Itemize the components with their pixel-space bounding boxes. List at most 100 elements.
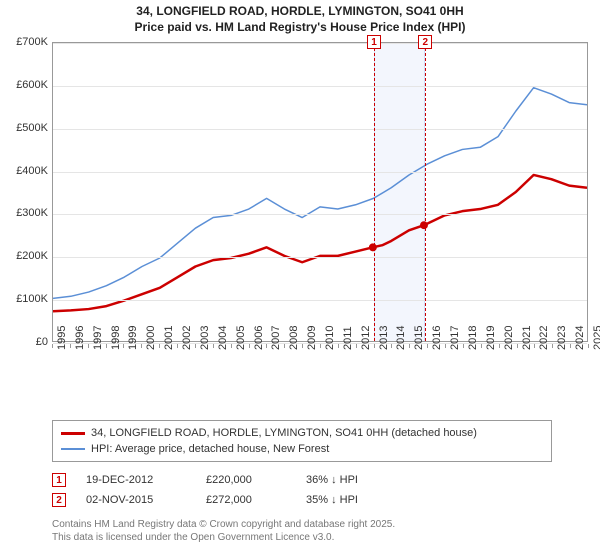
x-axis-label: 2014 xyxy=(395,326,407,350)
x-axis-label: 2016 xyxy=(431,326,443,350)
x-axis-label: 2025 xyxy=(592,326,600,350)
x-axis-label: 1997 xyxy=(92,326,104,350)
y-axis-label: £0 xyxy=(4,336,48,348)
x-tick xyxy=(445,344,446,348)
y-axis-label: £300K xyxy=(4,207,48,219)
x-tick xyxy=(320,344,321,348)
y-axis-label: £700K xyxy=(4,36,48,48)
x-axis-label: 2009 xyxy=(306,326,318,350)
x-tick xyxy=(302,344,303,348)
gridline xyxy=(53,172,587,173)
x-tick xyxy=(588,344,589,348)
footer-line-2: This data is licensed under the Open Gov… xyxy=(52,531,572,544)
y-axis-label: £600K xyxy=(4,79,48,91)
x-axis-label: 2022 xyxy=(538,326,550,350)
x-axis-label: 1999 xyxy=(127,326,139,350)
y-axis-label: £500K xyxy=(4,122,48,134)
x-axis-label: 2004 xyxy=(217,326,229,350)
x-tick xyxy=(570,344,571,348)
x-axis-label: 2006 xyxy=(253,326,265,350)
x-axis-label: 2013 xyxy=(378,326,390,350)
x-axis-label: 1998 xyxy=(110,326,122,350)
txn-delta-1: 36% ↓ HPI xyxy=(306,474,386,486)
gridline xyxy=(53,300,587,301)
x-axis-label: 2018 xyxy=(467,326,479,350)
x-tick xyxy=(123,344,124,348)
x-tick xyxy=(266,344,267,348)
x-tick xyxy=(534,344,535,348)
table-row: 2 02-NOV-2015 £272,000 35% ↓ HPI xyxy=(52,490,552,510)
line-series-hpi xyxy=(53,88,587,299)
legend-label-1: 34, LONGFIELD ROAD, HORDLE, LYMINGTON, S… xyxy=(91,427,477,439)
gridline xyxy=(53,129,587,130)
y-axis-label: £100K xyxy=(4,293,48,305)
x-tick xyxy=(552,344,553,348)
txn-price-1: £220,000 xyxy=(206,474,286,486)
x-tick xyxy=(463,344,464,348)
legend-row-2: HPI: Average price, detached house, New … xyxy=(61,441,543,457)
x-tick xyxy=(374,344,375,348)
x-axis-label: 2011 xyxy=(342,326,354,350)
x-axis-label: 2010 xyxy=(324,326,336,350)
legend-swatch-1 xyxy=(61,432,85,435)
x-tick xyxy=(499,344,500,348)
gridline xyxy=(53,214,587,215)
gridline xyxy=(53,43,587,44)
x-tick xyxy=(195,344,196,348)
x-tick xyxy=(338,344,339,348)
chart-container: 12 £0£100K£200K£300K£400K£500K£600K£700K… xyxy=(6,42,594,382)
x-axis-label: 2003 xyxy=(199,326,211,350)
marker-dot xyxy=(369,243,377,251)
chart-svg xyxy=(53,43,587,341)
marker-vline xyxy=(374,43,375,341)
x-axis-label: 2021 xyxy=(521,326,533,350)
table-row: 1 19-DEC-2012 £220,000 36% ↓ HPI xyxy=(52,470,552,490)
title-line-1: 34, LONGFIELD ROAD, HORDLE, LYMINGTON, S… xyxy=(0,4,600,20)
marker-box: 2 xyxy=(418,35,432,49)
x-tick xyxy=(427,344,428,348)
line-series-price_paid xyxy=(53,175,587,311)
legend: 34, LONGFIELD ROAD, HORDLE, LYMINGTON, S… xyxy=(52,420,552,462)
x-tick xyxy=(284,344,285,348)
txn-date-2: 02-NOV-2015 xyxy=(86,494,186,506)
x-tick xyxy=(52,344,53,348)
x-axis-label: 2019 xyxy=(485,326,497,350)
footer: Contains HM Land Registry data © Crown c… xyxy=(52,518,572,544)
legend-row-1: 34, LONGFIELD ROAD, HORDLE, LYMINGTON, S… xyxy=(61,425,543,441)
x-tick xyxy=(70,344,71,348)
txn-price-2: £272,000 xyxy=(206,494,286,506)
x-tick xyxy=(231,344,232,348)
marker-vline xyxy=(425,43,426,341)
x-tick xyxy=(106,344,107,348)
x-tick xyxy=(213,344,214,348)
x-axis-label: 2000 xyxy=(145,326,157,350)
gridline xyxy=(53,257,587,258)
marker-dot xyxy=(420,221,428,229)
x-axis-label: 2023 xyxy=(556,326,568,350)
x-axis-label: 2017 xyxy=(449,326,461,350)
x-axis-label: 2020 xyxy=(503,326,515,350)
marker-badge-2: 2 xyxy=(52,493,66,507)
chart-title-block: 34, LONGFIELD ROAD, HORDLE, LYMINGTON, S… xyxy=(0,0,600,35)
x-axis-label: 1995 xyxy=(56,326,68,350)
gridline xyxy=(53,86,587,87)
x-axis-label: 2008 xyxy=(288,326,300,350)
txn-delta-2: 35% ↓ HPI xyxy=(306,494,386,506)
legend-label-2: HPI: Average price, detached house, New … xyxy=(91,443,329,455)
x-axis-label: 2012 xyxy=(360,326,372,350)
x-tick xyxy=(177,344,178,348)
x-tick xyxy=(356,344,357,348)
x-tick xyxy=(249,344,250,348)
x-tick xyxy=(391,344,392,348)
x-axis-label: 1996 xyxy=(74,326,86,350)
y-axis-label: £400K xyxy=(4,165,48,177)
plot-area: 12 xyxy=(52,42,588,342)
marker-badge-1: 1 xyxy=(52,473,66,487)
title-line-2: Price paid vs. HM Land Registry's House … xyxy=(0,20,600,36)
transactions-table: 1 19-DEC-2012 £220,000 36% ↓ HPI 2 02-NO… xyxy=(52,470,552,510)
x-tick xyxy=(517,344,518,348)
x-tick xyxy=(141,344,142,348)
x-axis-label: 2002 xyxy=(181,326,193,350)
x-tick xyxy=(409,344,410,348)
marker-box: 1 xyxy=(367,35,381,49)
